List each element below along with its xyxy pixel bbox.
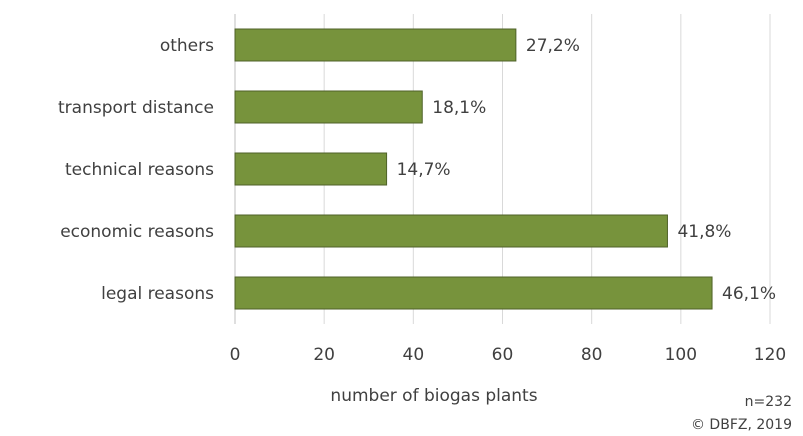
x-tick-label: 80: [581, 345, 603, 365]
bar-legal-reasons: [234, 276, 713, 310]
bar-transport-distance: [234, 90, 423, 124]
bar-technical-reasons: [234, 152, 388, 186]
category-labels: others transport distance technical reason…: [58, 36, 214, 304]
category-label: legal reasons: [101, 284, 214, 304]
x-tick-label: 60: [492, 345, 514, 365]
grid-lines: [234, 14, 771, 324]
data-label: 18,1%: [432, 98, 486, 118]
data-label: 46,1%: [722, 284, 776, 304]
x-tick-label: 120: [754, 345, 786, 365]
x-tick-label: 0: [230, 345, 241, 365]
x-tick-label: 20: [313, 345, 335, 365]
sample-size-note: n=232: [745, 394, 792, 410]
data-labels: 27,2% 18,1% 14,7% 41,8% 46,1%: [397, 36, 776, 304]
bar-economic-reasons: [234, 214, 668, 248]
bar-others: [234, 28, 517, 62]
data-label: 41,8%: [677, 222, 731, 242]
x-tick-label: 40: [403, 345, 425, 365]
data-label: 14,7%: [397, 160, 451, 180]
category-label: transport distance: [58, 98, 214, 118]
copyright-note: © DBFZ, 2019: [691, 417, 792, 433]
category-label: technical reasons: [65, 160, 214, 180]
x-axis-title: number of biogas plants: [330, 386, 537, 406]
x-tick-labels: 0 20 40 60 80 100 120: [230, 345, 787, 365]
x-tick-label: 100: [665, 345, 697, 365]
category-label: economic reasons: [60, 222, 214, 242]
data-label: 27,2%: [526, 36, 580, 56]
category-label: others: [160, 36, 214, 56]
bars: [234, 28, 713, 310]
